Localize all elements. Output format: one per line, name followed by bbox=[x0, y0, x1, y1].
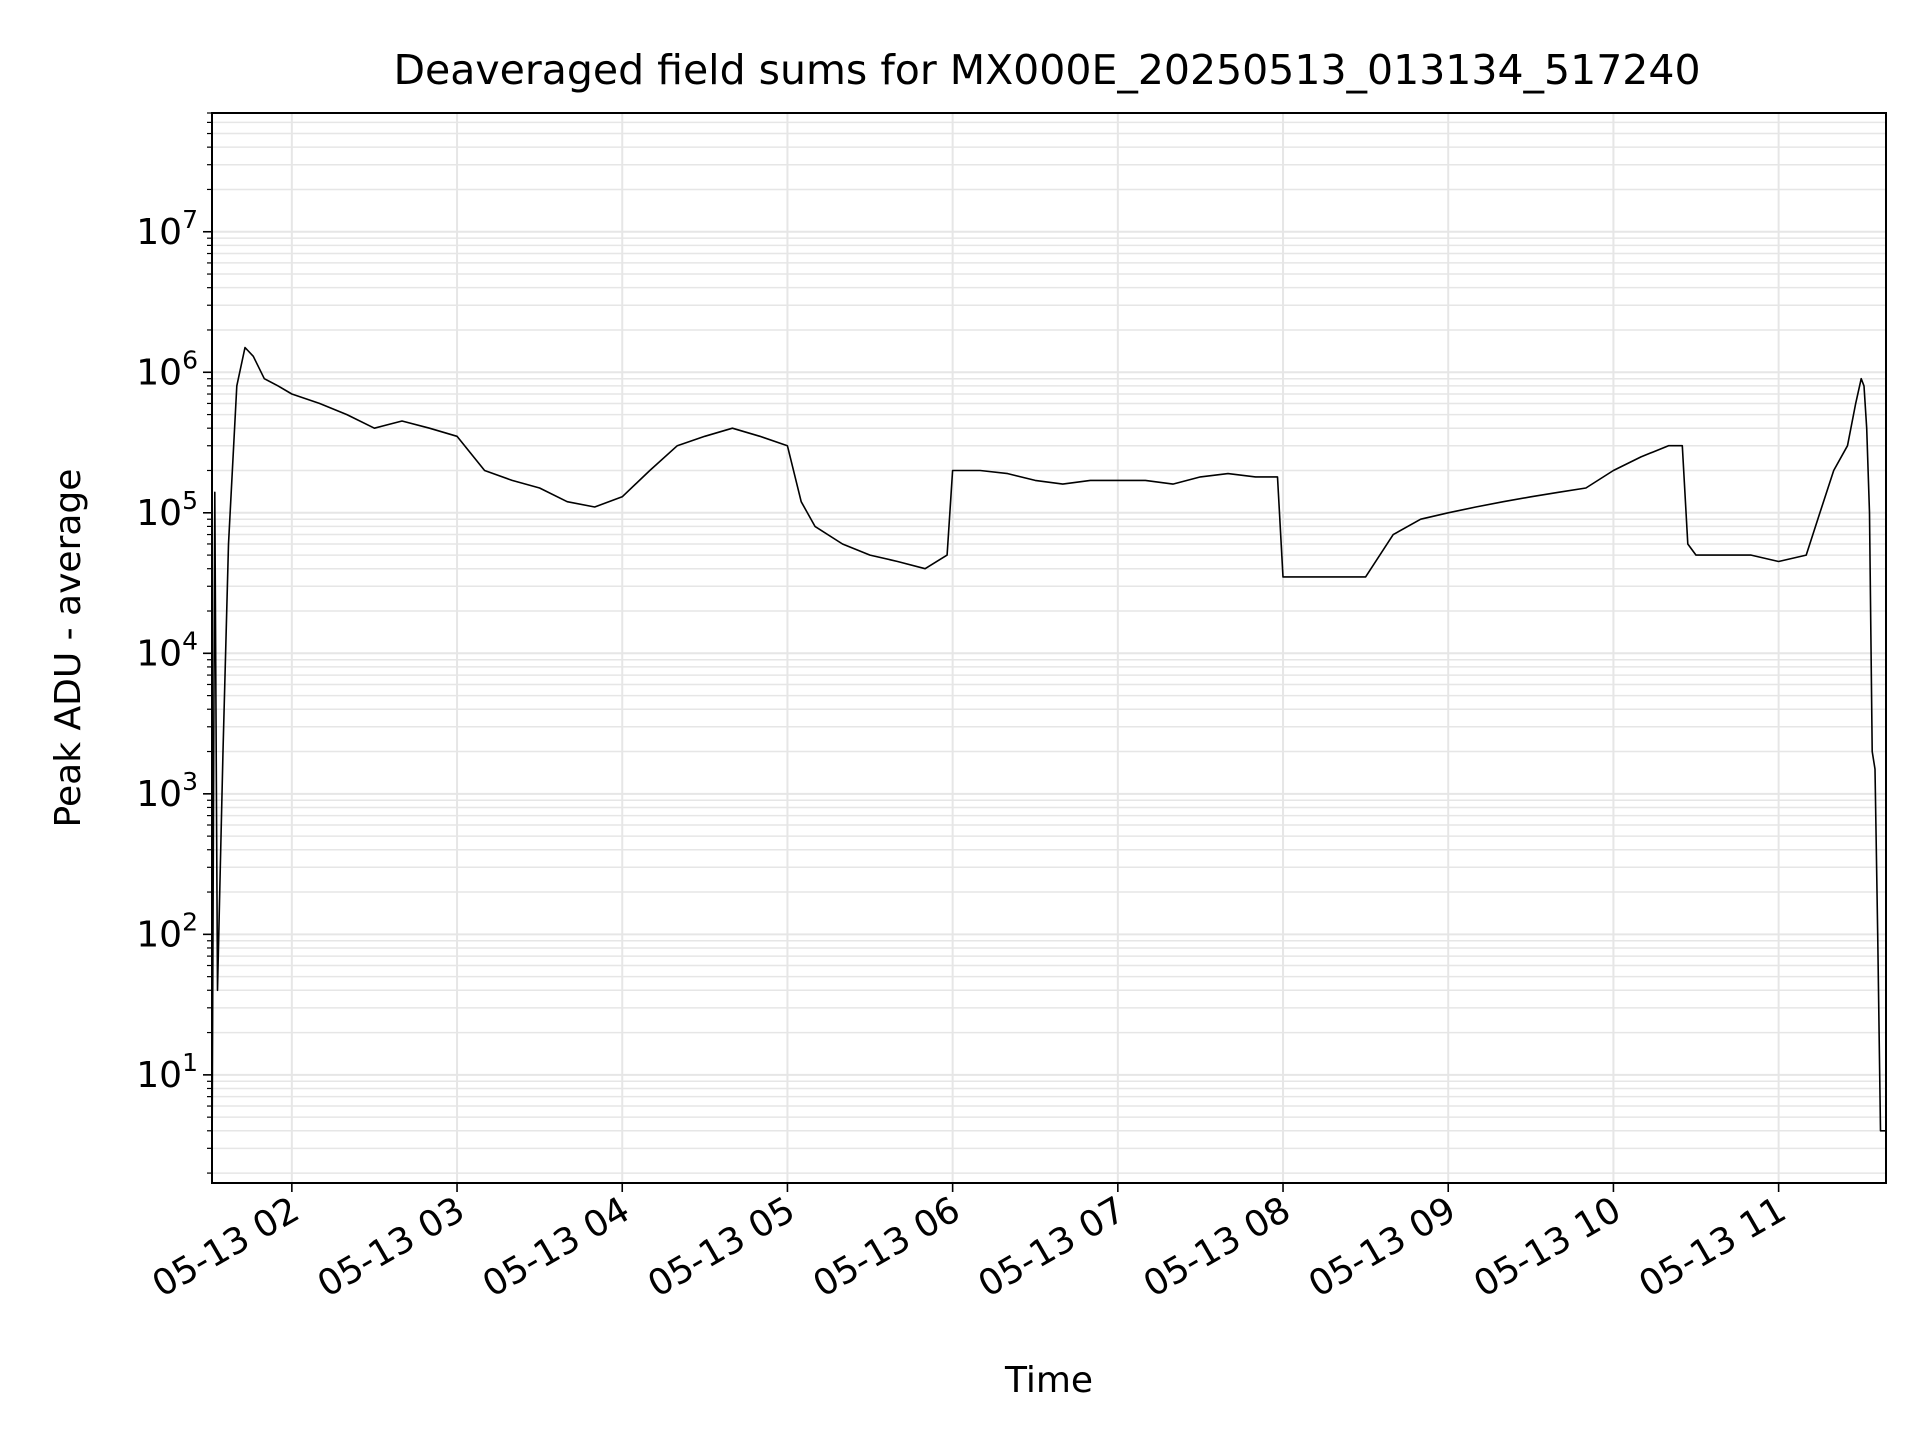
y-axis-label: Peak ADU - average bbox=[48, 469, 89, 828]
series-line bbox=[211, 346, 1886, 1174]
y-tick-label: 107 bbox=[136, 205, 198, 253]
y-tick-label: 102 bbox=[136, 907, 198, 955]
chart-title: Deaveraged field sums for MX000E_2025051… bbox=[393, 46, 1700, 94]
plot-frame bbox=[211, 112, 1887, 1184]
x-axis-label: Time bbox=[1004, 1360, 1093, 1401]
y-tick-label: 101 bbox=[136, 1048, 198, 1096]
grid-minor bbox=[212, 112, 1886, 1174]
grid-major bbox=[212, 113, 1886, 1183]
y-tick-label: 106 bbox=[136, 345, 198, 393]
y-tick-label: 103 bbox=[136, 767, 198, 815]
y-tick-label: 105 bbox=[136, 486, 198, 534]
y-tick-label: 104 bbox=[136, 626, 198, 674]
